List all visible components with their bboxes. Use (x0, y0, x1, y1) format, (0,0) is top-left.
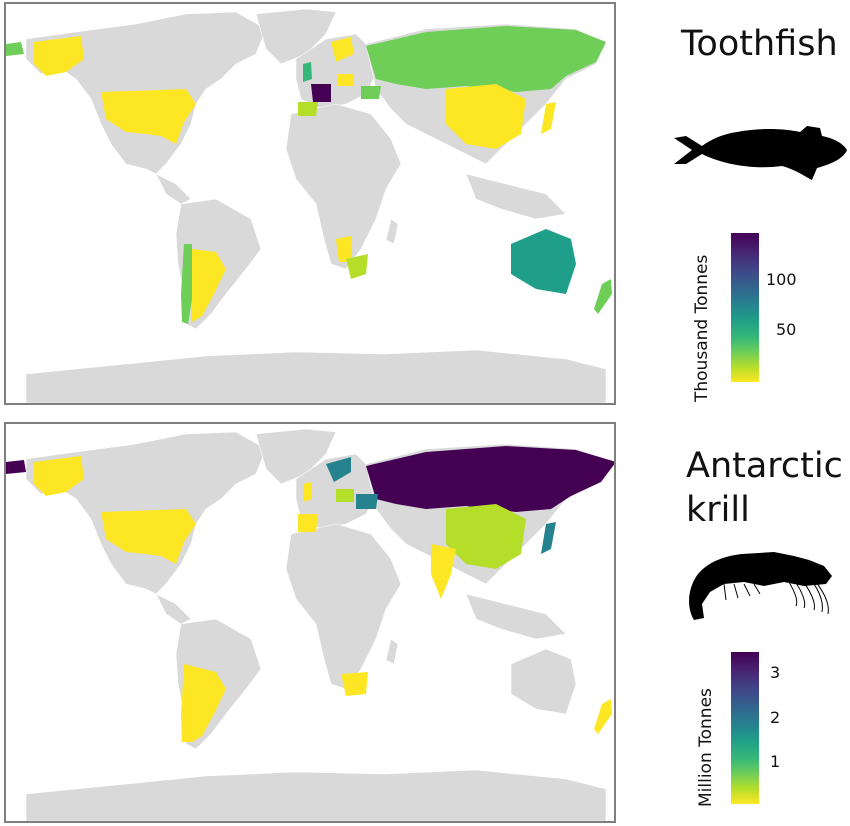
poland-country (336, 489, 354, 502)
toothfish-tick-50: 50 (776, 320, 797, 339)
se-asia-land (465, 593, 567, 640)
toothfish-silhouette-icon (674, 126, 847, 180)
france-country (311, 84, 331, 102)
spain-country (298, 102, 318, 116)
south-africa-country (346, 254, 368, 279)
russia-country (366, 26, 606, 92)
madagascar-land (385, 638, 399, 665)
krill-tick-2: 2 (770, 708, 781, 727)
antarctica-land (25, 349, 607, 403)
central-america-land (155, 173, 192, 205)
alaska-country (34, 36, 84, 76)
argentina-country (192, 249, 226, 322)
toothfish-world-map (6, 8, 612, 403)
toothfish-tick-100: 100 (766, 270, 797, 289)
krill-tick-3: 3 (770, 663, 781, 682)
uk-country (303, 62, 312, 82)
africa-land (285, 103, 402, 270)
krill-legend-title: Million Tonnes (696, 688, 716, 807)
krill-colorbar (731, 652, 759, 804)
argentina-country (181, 664, 226, 742)
russia-west-edge (6, 460, 26, 474)
toothfish-colorbar (731, 233, 759, 382)
chile-country (181, 244, 192, 324)
krill-title-line-1: Antarctic (686, 446, 843, 486)
south-africa-country (341, 672, 368, 696)
greenland-land (255, 428, 337, 485)
krill-title-line-2: krill (686, 490, 750, 530)
usa-country (101, 89, 196, 144)
usa-country (101, 509, 196, 564)
japan-country (541, 522, 556, 554)
china-country (446, 504, 526, 569)
poland-country (338, 74, 354, 86)
toothfish-legend-title: Thousand Tonnes (692, 254, 712, 402)
africa-land (285, 523, 402, 690)
toothfish-map (4, 2, 616, 405)
krill-silhouette-icon (689, 552, 832, 620)
china-country (446, 84, 526, 149)
new-zealand-country (594, 699, 612, 734)
spain-country (298, 514, 318, 532)
greenland-land (255, 8, 337, 65)
krill-map (4, 422, 616, 823)
norway-country (331, 37, 354, 62)
krill-world-map (6, 428, 614, 821)
madagascar-land (385, 218, 399, 245)
toothfish-title: Toothfish (681, 24, 838, 64)
alaska-country (34, 456, 84, 496)
norway-country (326, 457, 351, 482)
japan-country (541, 102, 556, 134)
russia-west-edge (6, 42, 24, 56)
krill-tick-1: 1 (770, 752, 781, 771)
india-country (431, 544, 456, 599)
australia-country (511, 229, 576, 294)
central-america-land (155, 593, 192, 625)
russia-country (366, 446, 614, 512)
se-asia-land (465, 173, 567, 220)
new-zealand-country (594, 279, 612, 314)
antarctica-land (25, 769, 607, 821)
ukraine-country (356, 494, 378, 509)
ukraine-country (361, 86, 381, 99)
krill-title: Antarctic krill (686, 444, 843, 532)
australia-land (510, 648, 577, 715)
uk-country (303, 482, 312, 502)
namibia-country (336, 236, 352, 262)
